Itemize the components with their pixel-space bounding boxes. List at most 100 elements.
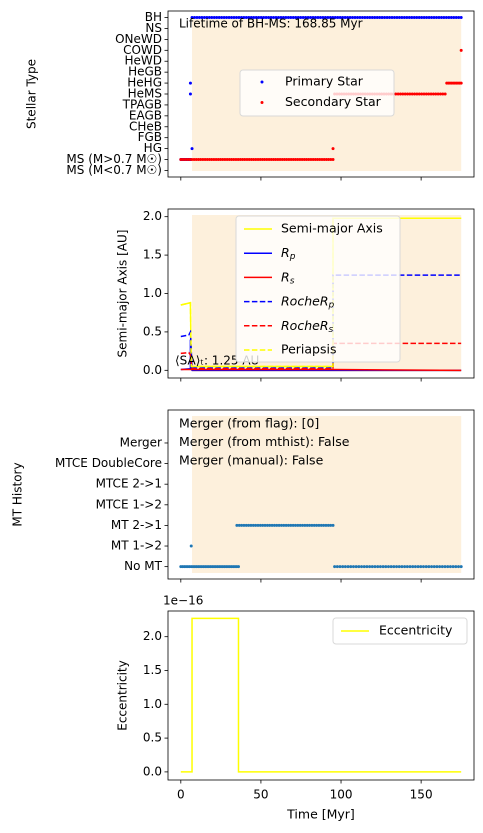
panel0-series1-point xyxy=(192,158,196,162)
panel0-series1-point xyxy=(256,158,260,162)
y-tick-label: HG xyxy=(144,141,162,155)
panel0-series0-point xyxy=(454,16,458,20)
panel2-series0-point xyxy=(331,523,335,527)
panel2-series0-point xyxy=(329,523,333,527)
panel0-series0-point xyxy=(309,16,313,20)
panel0-series0-point xyxy=(412,16,416,20)
panel0-series0-point xyxy=(296,16,300,20)
panel0-series1-point xyxy=(252,158,256,162)
y-tick-label: HeHG xyxy=(127,76,162,90)
panel0-series1-point xyxy=(322,158,326,162)
panel2-series0-point xyxy=(249,523,253,527)
panel0-series1-point xyxy=(274,158,278,162)
panel2-series0-point xyxy=(400,565,404,569)
panel2-series0-point xyxy=(413,565,417,569)
panel0-series1-point xyxy=(282,158,286,162)
panel2-series0-point xyxy=(291,523,295,527)
panel2-series0-point xyxy=(389,565,393,569)
panel0-series1-point xyxy=(276,158,280,162)
panel0-series0-point xyxy=(210,16,214,20)
panel0-series0-point xyxy=(415,16,419,20)
panel0-series0-point xyxy=(449,16,453,20)
panel0-series0-point xyxy=(390,16,394,20)
panel0-series0-point xyxy=(230,16,234,20)
panel2-series0-point xyxy=(282,523,286,527)
panel0-series1-point xyxy=(300,158,304,162)
panel2-series0-point xyxy=(277,523,281,527)
panel0-series0-point xyxy=(368,16,372,20)
panel0-series1-point xyxy=(216,158,220,162)
panel0-series1-point xyxy=(438,92,442,96)
panel0-series1-point xyxy=(243,158,247,162)
y-tick-label: MTCE 1->2 xyxy=(96,497,162,511)
panel2-series0-point xyxy=(443,565,447,569)
legend-box xyxy=(332,617,468,645)
panel0-series1-point xyxy=(294,158,298,162)
panel2-series0-point xyxy=(254,523,258,527)
panel0-series0-point xyxy=(331,16,335,20)
panel0-series0-point xyxy=(254,16,258,20)
y-tick-label: COWD xyxy=(123,43,162,57)
panel2-series0-point xyxy=(312,523,316,527)
y-tick-label: HeWD xyxy=(124,54,162,68)
panel0-series0-point xyxy=(336,16,340,20)
panel0-series1-point xyxy=(429,92,433,96)
panel2-series0-point xyxy=(333,565,337,569)
legend-label: Semi-major Axis xyxy=(281,221,383,236)
panel0-series1-point xyxy=(327,158,331,162)
panel0-series0-point xyxy=(328,16,332,20)
legend-label: Secondary Star xyxy=(285,94,382,109)
panel2-series0-point xyxy=(349,565,353,569)
panel0-series1-point xyxy=(302,158,306,162)
panel2-series0-point xyxy=(341,565,345,569)
panel2-series0-point xyxy=(346,565,350,569)
panel0-series0-point xyxy=(239,16,243,20)
panel0-series1-point xyxy=(183,158,187,162)
panel0-series0-point xyxy=(289,16,293,20)
legend-label: Rp xyxy=(281,245,296,262)
panel0-series1-point xyxy=(267,158,271,162)
panel2-series0-point xyxy=(435,565,439,569)
panel2-series0-point xyxy=(237,523,241,527)
panel0-series1-point xyxy=(305,158,309,162)
panel0-series1-point xyxy=(287,158,291,162)
panel0-series1-point xyxy=(223,158,227,162)
panel2-series0-point xyxy=(265,523,269,527)
panel0-series0-point xyxy=(217,16,221,20)
y-tick-label: MS (M>0.7 M☉) xyxy=(66,152,162,166)
panel0-series0-point xyxy=(188,81,192,85)
panel0-series0-point xyxy=(286,16,290,20)
panel0-series1-point xyxy=(214,158,218,162)
panel2-series0-point xyxy=(279,523,283,527)
legend-label: RocheRs xyxy=(281,317,334,334)
y-tick-label: 0.5 xyxy=(143,324,162,338)
panel0-series0-point xyxy=(276,16,280,20)
legend-panel1: Semi-major Axis Rp Rs RocheRp RocheRs Periaps… xyxy=(235,215,401,363)
panel2-series0-point xyxy=(438,565,442,569)
panel2-series0-point xyxy=(440,565,444,569)
legend-label: RocheRp xyxy=(281,293,335,310)
panel2-series0-point xyxy=(275,523,279,527)
panel0-series1-point xyxy=(238,158,242,162)
panel2-series0-point xyxy=(298,523,302,527)
panel2-series0-point xyxy=(381,565,385,569)
panel0-series1-point xyxy=(285,158,289,162)
panel0-series0-point xyxy=(242,16,246,20)
y-tick-label: MT 1->2 xyxy=(111,539,162,553)
panel2-series0-point xyxy=(244,523,248,527)
y-tick-label: NS xyxy=(145,21,162,35)
y-tick-label: No MT xyxy=(124,559,162,573)
panel0-series0-point xyxy=(207,16,211,20)
axes-frame-3 xyxy=(167,610,475,781)
panel0-series0-point xyxy=(244,16,248,20)
panel0-series1-point xyxy=(205,158,209,162)
panel2-series0-point xyxy=(368,565,372,569)
panel2-series0-point xyxy=(411,565,415,569)
panel0-series0-point xyxy=(430,16,434,20)
y-tick-label: 2.0 xyxy=(143,209,162,223)
panel0-series1-point xyxy=(249,158,253,162)
panel2-series0-point xyxy=(303,523,307,527)
panel0-series0-point xyxy=(341,16,345,20)
panel0-series0-point xyxy=(284,16,288,20)
panel2-series0-point xyxy=(424,565,428,569)
